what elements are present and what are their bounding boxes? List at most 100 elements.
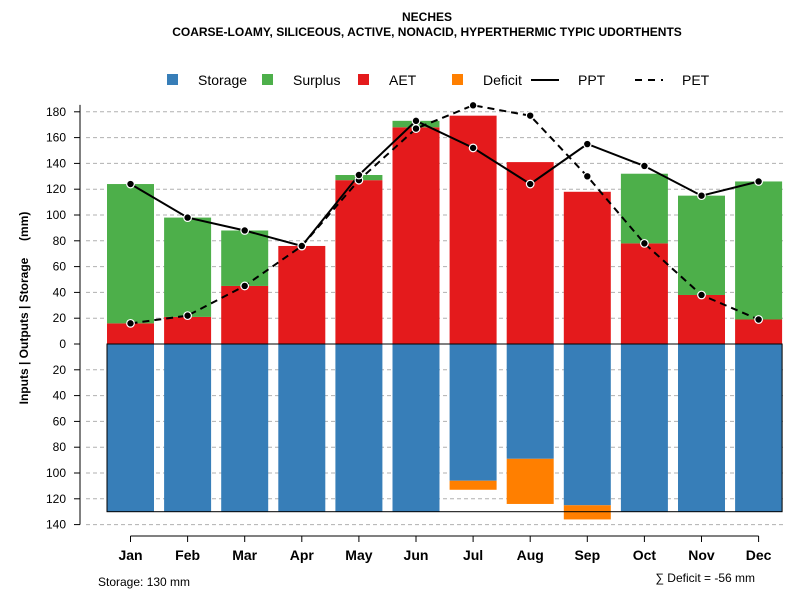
storage-bar bbox=[221, 344, 269, 512]
y-tick-label: 80 bbox=[53, 234, 67, 248]
deficit-bar bbox=[506, 458, 554, 504]
y-tick-label: 40 bbox=[53, 285, 67, 299]
legend-swatch bbox=[452, 74, 463, 85]
x-tick-label: Jun bbox=[404, 547, 429, 563]
lines bbox=[129, 104, 759, 325]
aet-bar bbox=[335, 180, 383, 344]
y-tick-label: 100 bbox=[46, 466, 66, 480]
storage-bar bbox=[735, 344, 783, 512]
pet-line bbox=[130, 104, 759, 325]
y-tick-label: 20 bbox=[53, 363, 67, 377]
aet-bar bbox=[506, 162, 554, 344]
x-tick-label: Dec bbox=[746, 547, 772, 563]
ppt-point bbox=[240, 226, 250, 235]
x-tick-label: Jul bbox=[463, 547, 483, 563]
ppt-point bbox=[754, 177, 763, 186]
ppt-point bbox=[640, 161, 649, 171]
legend-swatch bbox=[167, 74, 178, 85]
aet-bar bbox=[278, 245, 326, 344]
storage-capacity-frame bbox=[106, 343, 783, 513]
pet-point bbox=[126, 318, 135, 328]
aet-bar bbox=[620, 243, 668, 344]
ppt-point bbox=[468, 143, 478, 153]
x-tick-label: Nov bbox=[688, 547, 715, 563]
ppt-point bbox=[183, 213, 193, 222]
y-tick-label: 0 bbox=[59, 337, 66, 351]
x-tick-label: Sep bbox=[574, 547, 600, 563]
y-tick-label: 80 bbox=[53, 440, 67, 454]
pet-point bbox=[411, 124, 421, 133]
legend-label: Storage bbox=[198, 72, 247, 88]
chart-title: NECHES bbox=[402, 10, 452, 24]
legend-label: AET bbox=[389, 72, 417, 88]
legend-item-storage: Storage bbox=[167, 72, 247, 88]
storage-bar bbox=[563, 344, 611, 506]
surplus-bar bbox=[620, 173, 668, 244]
aet-bar bbox=[164, 316, 212, 344]
pet-point bbox=[468, 100, 478, 110]
storage-bar bbox=[506, 344, 554, 459]
storage-bar bbox=[335, 344, 383, 512]
y-tick-label: 60 bbox=[53, 260, 67, 274]
surplus-bar bbox=[678, 195, 725, 295]
x-tick-label: Feb bbox=[175, 547, 200, 563]
ppt-point bbox=[354, 170, 364, 180]
y-tick-label: 100 bbox=[46, 208, 66, 222]
y-tick-label: 120 bbox=[46, 182, 66, 196]
surplus-bar bbox=[735, 181, 783, 320]
y-tick-label: 180 bbox=[46, 105, 66, 119]
legend-item-aet: AET bbox=[358, 72, 417, 88]
storage-bar bbox=[449, 344, 497, 481]
pet-point bbox=[697, 290, 706, 300]
legend: Storage Surplus AET Deficit PPT PET bbox=[167, 72, 710, 88]
pet-point bbox=[640, 238, 649, 248]
legend-item-surplus: Surplus bbox=[262, 72, 340, 88]
surplus-bar bbox=[164, 217, 212, 317]
x-tick-label: Jan bbox=[118, 547, 142, 563]
y-tick-label: 140 bbox=[46, 156, 66, 170]
legend-swatch bbox=[358, 74, 369, 85]
deficit-bar bbox=[563, 505, 611, 520]
ppt-point bbox=[297, 241, 307, 251]
legend-label: PET bbox=[682, 72, 710, 88]
aet-bar bbox=[449, 115, 497, 344]
bars bbox=[106, 115, 783, 520]
y-tick-label: 40 bbox=[53, 389, 67, 403]
legend-swatch bbox=[262, 74, 273, 85]
legend-label: Surplus bbox=[293, 72, 340, 88]
y-tick-label: 120 bbox=[46, 492, 66, 506]
aet-bar bbox=[107, 323, 154, 344]
ppt-point bbox=[697, 191, 706, 201]
deficit-bar bbox=[449, 480, 497, 490]
storage-note: Storage: 130 mm bbox=[98, 575, 190, 589]
ppt-point bbox=[411, 116, 421, 126]
ppt-point bbox=[126, 179, 135, 189]
storage-bar bbox=[107, 344, 154, 512]
aet-bar bbox=[221, 285, 269, 344]
y-tick-label: 60 bbox=[53, 414, 67, 428]
surplus-bar bbox=[221, 230, 269, 286]
ppt-line bbox=[129, 119, 759, 248]
x-tick-label: Oct bbox=[633, 547, 657, 563]
pet-point bbox=[754, 315, 763, 324]
legend-item-ppt: PPT bbox=[531, 72, 606, 88]
pet-point bbox=[525, 111, 535, 121]
pet-point bbox=[582, 171, 592, 181]
x-axis: Jan Feb Mar Apr May Jun Jul Aug Sep Oct Nov Dec bbox=[118, 535, 772, 563]
aet-bar bbox=[678, 294, 725, 344]
pet-point bbox=[240, 281, 250, 291]
y-axis-label: Inputs | Outputs | Storage (mm) bbox=[17, 212, 31, 405]
storage-bar bbox=[164, 344, 212, 512]
y-axis: 180 160 140 120 100 80 60 40 20 0 20 40 60 80 100 120 14… bbox=[46, 105, 81, 532]
ppt-point bbox=[582, 139, 592, 149]
legend-label: PPT bbox=[578, 72, 606, 88]
points bbox=[126, 100, 763, 328]
storage-bar bbox=[278, 344, 326, 512]
x-tick-label: Mar bbox=[232, 547, 257, 563]
pet-point bbox=[183, 311, 193, 321]
surplus-bar bbox=[107, 184, 154, 324]
chart-subtitle: COARSE-LOAMY, SILICEOUS, ACTIVE, NONACID… bbox=[172, 25, 682, 39]
storage-bar bbox=[620, 344, 668, 512]
legend-item-deficit: Deficit bbox=[452, 72, 522, 88]
